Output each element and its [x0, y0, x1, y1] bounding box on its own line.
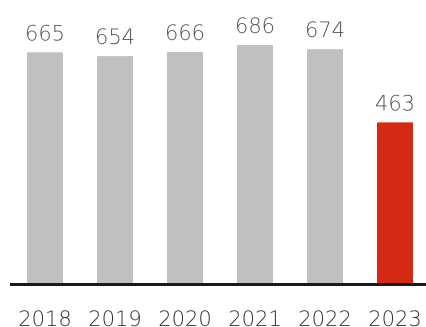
bar-2018 [27, 52, 63, 284]
x-tick-label-2019: 2019 [88, 307, 141, 327]
x-tick-label-2021: 2021 [228, 307, 281, 327]
bar-2023 [377, 122, 413, 284]
x-tick-label-2023: 2023 [368, 307, 421, 327]
bar-2021 [237, 45, 273, 283]
value-labels-group: 665 654 666 686 674 463 [25, 14, 415, 115]
bar-2022 [307, 49, 343, 283]
tick-labels-group: 2018 2019 2020 2021 2022 2023 [18, 307, 421, 327]
x-tick-label-2022: 2022 [298, 307, 351, 327]
value-label-2020: 666 [165, 21, 205, 45]
value-label-2023: 463 [375, 91, 415, 115]
value-label-2021: 686 [235, 14, 275, 38]
value-label-2018: 665 [25, 21, 65, 45]
bar-2019 [97, 56, 133, 284]
bar-2020 [167, 51, 203, 283]
value-label-2022: 674 [305, 18, 345, 42]
x-tick-label-2018: 2018 [18, 307, 71, 327]
x-tick-label-2020: 2020 [158, 307, 211, 327]
bars-group [27, 45, 413, 284]
value-label-2019: 654 [95, 25, 135, 49]
